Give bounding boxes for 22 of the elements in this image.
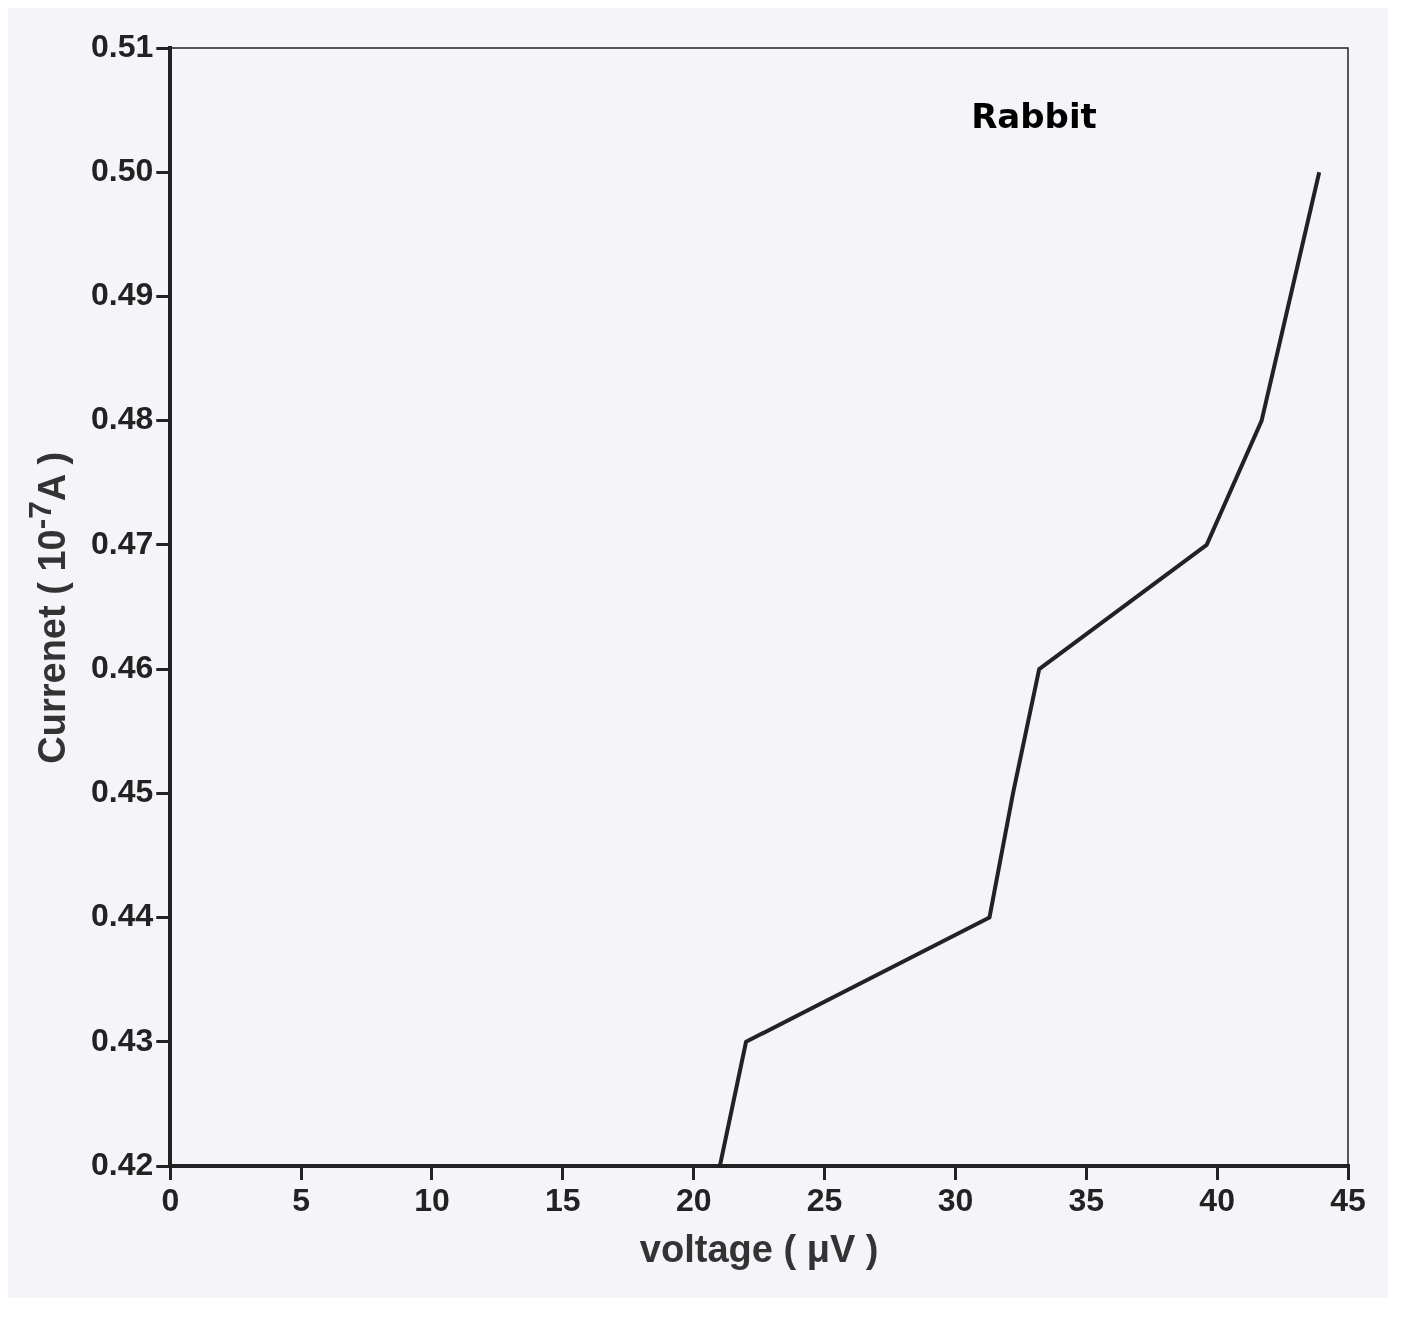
x-tick-label: 10 [414, 1182, 450, 1219]
x-tick-label: 5 [292, 1182, 311, 1219]
y-tick-label: 0.42 [91, 1145, 154, 1182]
y-tick-label: 0.44 [91, 897, 154, 934]
y-tick-label: 0.46 [91, 648, 154, 685]
x-axis-title: voltage ( μV ) [639, 1227, 879, 1270]
y-tick-label: 0.48 [91, 400, 154, 437]
x-tick-label: 40 [1199, 1182, 1235, 1219]
y-tick-label: 0.49 [91, 276, 154, 313]
x-tick-label: 15 [545, 1182, 581, 1219]
y-tick-label: 0.45 [91, 773, 154, 810]
x-tick-label: 20 [675, 1182, 712, 1219]
x-tick-label: 35 [1068, 1182, 1105, 1219]
x-tick-label: 45 [1330, 1182, 1366, 1219]
annotation: Rabbit [971, 96, 1097, 136]
y-tick-label: 0.50 [91, 152, 154, 189]
y-tick-label: 0.47 [91, 524, 154, 561]
y-tick-label: 0.51 [91, 27, 154, 64]
y-tick-label: 0.43 [91, 1021, 154, 1058]
x-tick-label: 30 [937, 1182, 974, 1219]
x-tick-label: 25 [806, 1182, 843, 1219]
x-tick-label: 0 [161, 1182, 180, 1219]
